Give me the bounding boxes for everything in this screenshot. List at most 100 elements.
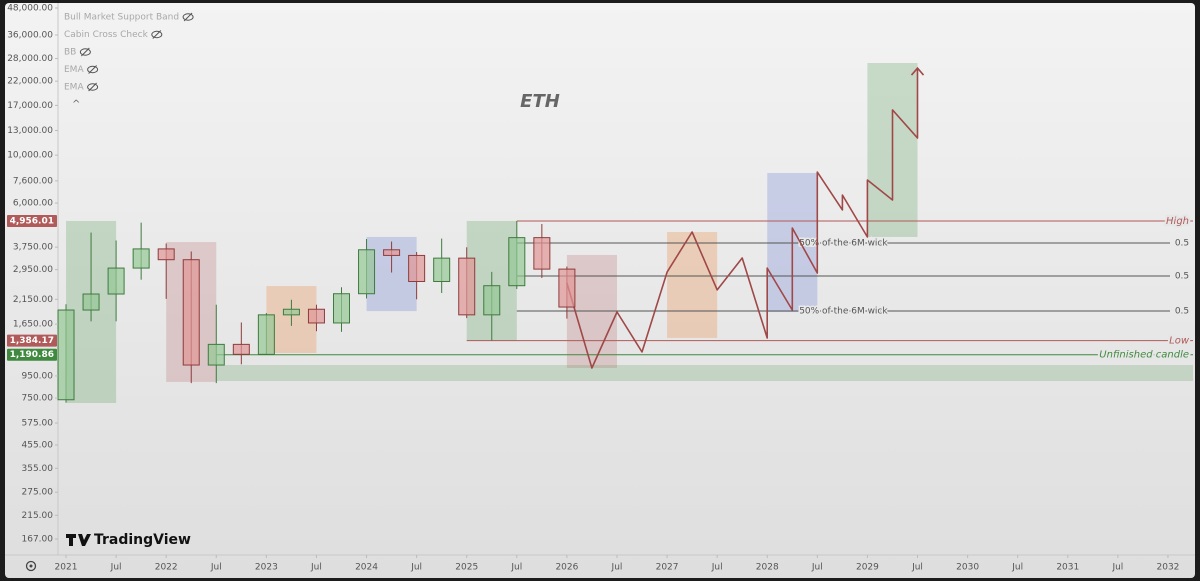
chart-title: ETH [520, 91, 560, 112]
x-tick-label: 2026 [555, 563, 578, 573]
y-tick-label: 750.00 [22, 394, 54, 404]
zone [667, 231, 718, 338]
projection-arrowhead [910, 66, 925, 76]
candle-body [57, 309, 75, 401]
level-name: High [1166, 216, 1189, 227]
x-tick-label: Jul [510, 563, 522, 573]
y-tick-label: 7,600.00 [13, 176, 53, 186]
x-tick-label: 2027 [656, 563, 679, 573]
candle-body [282, 308, 300, 316]
y-tick-label: 1,650.00 [13, 320, 53, 330]
fib-text: 50% of the 6M wick [799, 238, 888, 248]
eye [151, 30, 163, 39]
candle-body [483, 285, 501, 316]
x-tick-label: Jul [210, 563, 222, 573]
indicator-hidden-icon[interactable] [87, 65, 99, 74]
y-tick-label: 3,750.00 [13, 243, 53, 253]
candle-body [232, 343, 250, 355]
candle-body [307, 308, 325, 324]
candle-body [508, 237, 526, 287]
x-tick-label: 2028 [756, 563, 779, 573]
y-tick-label: 355.00 [22, 464, 54, 474]
x-tick-label: 2021 [55, 563, 78, 573]
level-name: Unfinished candle [1099, 350, 1189, 361]
candle-body [182, 259, 200, 366]
indicator-hidden-icon[interactable] [87, 82, 99, 92]
fib-text: 50% of the 6M wick [799, 307, 888, 317]
watermark: TradingView [66, 532, 191, 548]
plot: 0.5 50% of the 6M wick 0.5 0.5 50% of the 6M… [57, 63, 1193, 403]
x-tick-label: 2032 [1157, 563, 1180, 573]
x-tick-label: 2029 [856, 563, 879, 573]
eye [87, 65, 99, 74]
y-tick-label: 575.00 [22, 419, 54, 429]
candle-body [332, 293, 350, 324]
fib-ratio: 0.5 [1175, 238, 1189, 248]
x-tick-label: Jul [911, 563, 923, 573]
y-tick-label: 28,000.00 [7, 54, 53, 64]
x-tick-label: 2025 [455, 563, 478, 573]
candle-body [558, 268, 576, 308]
y-tick-label: 2,150.00 [13, 295, 53, 305]
y-tick-label: 275.00 [22, 488, 54, 498]
zone [216, 365, 1193, 382]
indicator-hidden-icon[interactable] [182, 12, 194, 22]
candle-body [107, 267, 125, 295]
y-tick-label: 2,950.00 [13, 265, 53, 275]
indicator-hidden-icon[interactable] [79, 47, 91, 57]
x-tick-label: 2024 [355, 563, 378, 573]
x-tick-label: Jul [611, 563, 623, 573]
fib-ratio: 0.5 [1175, 272, 1189, 282]
x-tick-label: Jul [1011, 563, 1023, 573]
projection-path [566, 68, 919, 369]
y-tick-label: 48,000.00 [7, 4, 53, 14]
indicator-label: EMA [64, 83, 84, 93]
y-tick-label: 10,000.00 [7, 151, 53, 161]
indicator-label: Cabin Cross Check [64, 30, 149, 40]
candle-body [132, 248, 150, 269]
candle-body [433, 257, 451, 282]
candle-body [82, 293, 100, 311]
x-tick-label: Jul [410, 563, 422, 573]
x-tick-label: Jul [1111, 563, 1123, 573]
candle-body [358, 249, 376, 295]
eye [182, 13, 194, 21]
candle-body [207, 343, 225, 366]
y-tick-label: 950.00 [22, 371, 54, 381]
price-badge [7, 334, 57, 347]
y-tick-label: 215.00 [22, 511, 54, 521]
eye-slash [88, 65, 97, 74]
eye-slash [81, 47, 90, 57]
x-tick-label: 2030 [956, 563, 979, 573]
indicator-label: Bull Market Support Band [64, 13, 179, 23]
x-tick-label: Jul [310, 563, 322, 573]
candle-body [408, 254, 426, 282]
eye [79, 48, 91, 56]
watermark-text: TradingView [94, 532, 191, 548]
x-tick-label: Jul [711, 563, 723, 573]
panel [5, 3, 1195, 578]
eye-slash [183, 12, 193, 22]
y-tick-label: 17,000.00 [7, 101, 53, 111]
price-badge-label: 4,956.01 [10, 216, 54, 226]
logo-icon [66, 534, 91, 546]
y-tick-label: 455.00 [22, 440, 54, 450]
y-tick-label: 36,000.00 [7, 30, 53, 40]
y-tick-label: 13,000.00 [7, 126, 53, 136]
x-tick-label: Jul [110, 563, 122, 573]
price-badge-label: 1,190.86 [10, 350, 54, 360]
level-name: Low [1169, 336, 1190, 347]
candle-body [533, 237, 551, 270]
indicator-label: EMA [64, 65, 84, 75]
y-tick-label: 6,000.00 [13, 199, 53, 209]
settings-icon-dot [29, 564, 33, 568]
indicator-hidden-icon[interactable] [151, 30, 163, 39]
candle-body [383, 249, 401, 256]
collapse-icon[interactable]: ^ [72, 99, 80, 110]
eye-slash [152, 30, 162, 39]
candle-body [157, 248, 175, 261]
fib-ratio: 0.5 [1175, 307, 1189, 317]
settings-icon[interactable] [25, 560, 37, 572]
